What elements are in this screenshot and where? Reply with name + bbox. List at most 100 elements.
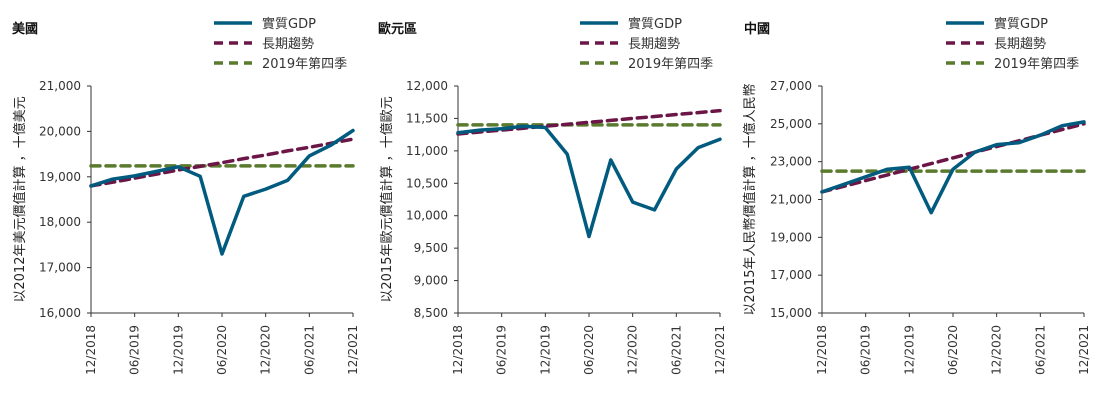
data-point <box>588 235 590 237</box>
x-tick-label: 12/2021 <box>1077 325 1091 375</box>
data-point <box>330 144 332 146</box>
legend-label: 長期趨勢 <box>628 37 680 52</box>
y-tick-label: 16,000 <box>39 306 81 320</box>
data-point <box>501 124 503 126</box>
data-point <box>1083 170 1085 172</box>
data-point <box>610 119 612 121</box>
data-point <box>134 165 136 167</box>
data-point <box>930 162 932 164</box>
data-point <box>308 165 310 167</box>
data-point <box>996 170 998 172</box>
data-point <box>1061 125 1063 127</box>
data-point <box>865 176 867 178</box>
data-point <box>199 165 201 167</box>
x-tick-label: 12/2019 <box>538 325 552 375</box>
legend-label: 2019年第四季 <box>994 57 1079 72</box>
data-point <box>886 174 888 176</box>
y-tick-label: 8,500 <box>414 306 448 320</box>
x-tick-label: 06/2019 <box>859 325 873 375</box>
x-tick-label: 06/2020 <box>946 325 960 375</box>
y-tick-label: 21,000 <box>39 79 81 93</box>
legend-label: 2019年第四季 <box>628 57 713 72</box>
x-tick-label: 12/2020 <box>259 325 273 375</box>
x-tick-label: 12/2021 <box>713 325 727 375</box>
data-point <box>112 178 114 180</box>
data-point <box>221 165 223 167</box>
y-tick-label: 19,000 <box>39 170 81 184</box>
data-point <box>479 124 481 126</box>
data-point <box>479 129 481 131</box>
data-point <box>952 157 954 159</box>
y-axis-label: 以2015年歐元價值計算 ，十億歐元 <box>379 96 395 302</box>
data-point <box>1039 170 1041 172</box>
data-point <box>930 212 932 214</box>
data-point <box>134 175 136 177</box>
data-point <box>675 113 677 115</box>
data-point <box>1017 170 1019 172</box>
legend-label: 長期趨勢 <box>262 37 314 52</box>
data-point <box>632 124 634 126</box>
chart-title: 美國 <box>12 21 38 37</box>
data-point <box>352 129 354 131</box>
data-point <box>821 170 823 172</box>
data-point <box>632 117 634 119</box>
y-tick-label: 12,000 <box>406 79 448 93</box>
y-tick-label: 10,500 <box>406 176 448 190</box>
data-point <box>821 191 823 193</box>
data-point <box>886 168 888 170</box>
data-point <box>843 183 845 185</box>
data-point <box>719 109 721 111</box>
x-tick-label: 12/2021 <box>346 325 360 375</box>
y-tick-label: 18,000 <box>39 215 81 229</box>
data-point <box>653 124 655 126</box>
y-tick-label: 19,000 <box>770 230 812 244</box>
data-point <box>974 151 976 153</box>
x-tick-label: 12/2020 <box>626 325 640 375</box>
data-point <box>265 165 267 167</box>
legend-label: 長期趨勢 <box>994 37 1046 52</box>
y-tick-label: 9,000 <box>414 274 448 288</box>
legend-label: 2019年第四季 <box>262 57 347 72</box>
data-point <box>221 162 223 164</box>
legend-label: 實質GDP <box>994 16 1048 32</box>
y-tick-label: 15,000 <box>770 306 812 320</box>
y-tick-label: 11,000 <box>406 144 448 158</box>
data-point <box>265 188 267 190</box>
series-line <box>820 120 1086 215</box>
data-point <box>974 170 976 172</box>
data-point <box>544 126 546 128</box>
legend-label: 實質GDP <box>262 16 316 32</box>
x-tick-label: 06/2021 <box>669 325 683 375</box>
data-point <box>865 179 867 181</box>
data-point <box>719 124 721 126</box>
x-tick-label: 06/2021 <box>1033 325 1047 375</box>
data-point <box>952 168 954 170</box>
data-point <box>243 165 245 167</box>
data-point <box>522 125 524 127</box>
data-point <box>265 154 267 156</box>
data-point <box>286 150 288 152</box>
y-tick-label: 21,000 <box>770 193 812 207</box>
data-point <box>697 124 699 126</box>
data-point <box>1039 134 1041 136</box>
y-tick-label: 17,000 <box>770 268 812 282</box>
data-point <box>330 165 332 167</box>
data-point <box>457 124 459 126</box>
data-point <box>177 166 179 168</box>
y-tick-label: 10,000 <box>406 209 448 223</box>
chart-panel-1: 美國 實質GDP 長期趨勢 2019年第四季 16,000 17,000 18,000 19,… <box>12 16 360 375</box>
data-point <box>697 146 699 148</box>
y-tick-label: 11,500 <box>406 111 448 125</box>
x-tick-label: 06/2020 <box>215 325 229 375</box>
data-point <box>90 185 92 187</box>
x-tick-label: 12/2019 <box>902 325 916 375</box>
chart-panel-3: 中國 實質GDP 長期趨勢 2019年第四季 15,000 17,000 19,000 21,… <box>742 16 1091 375</box>
data-point <box>501 128 503 130</box>
x-tick-label: 12/2018 <box>84 325 98 375</box>
data-point <box>155 165 157 167</box>
data-point <box>1061 128 1063 130</box>
data-point <box>221 253 223 255</box>
x-tick-label: 12/2018 <box>815 325 829 375</box>
x-tick-label: 12/2018 <box>451 325 465 375</box>
